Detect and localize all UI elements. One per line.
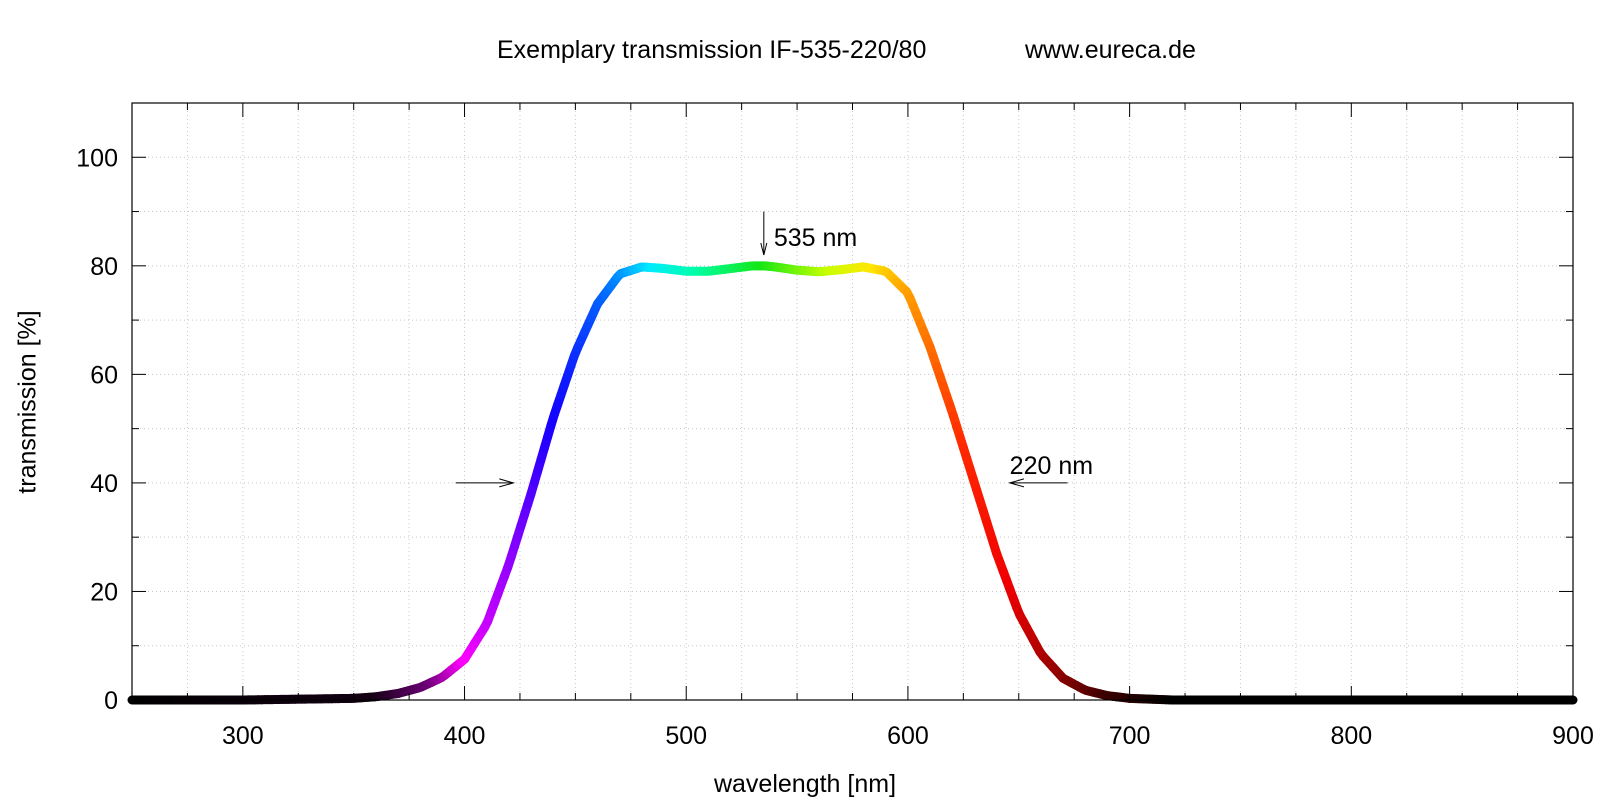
y-tick-label: 40	[90, 470, 118, 498]
y-axis-label: transmission [%]	[13, 310, 42, 494]
chart-title: Exemplary transmission IF-535-220/80	[497, 36, 927, 64]
y-tick-label: 60	[90, 361, 118, 389]
bandwidth-arrowhead-right	[1008, 478, 1025, 488]
x-tick-label: 300	[222, 722, 264, 750]
source-url: www.eureca.de	[1025, 36, 1196, 64]
x-tick-label: 400	[444, 722, 486, 750]
y-tick-label: 80	[90, 253, 118, 281]
tick-labels: 300 400 500 600 700 800 900 0 20 40 60 80 100	[76, 144, 1594, 750]
x-tick-label: 900	[1552, 722, 1594, 750]
x-tick-label: 800	[1330, 722, 1372, 750]
axis-ticks	[132, 103, 1573, 700]
x-tick-label: 700	[1109, 722, 1151, 750]
grid	[132, 103, 1573, 700]
y-tick-label: 0	[104, 687, 118, 715]
annotations: 535 nm 220 nm	[455, 211, 1093, 488]
x-axis-label: wavelength [nm]	[713, 770, 897, 798]
bandwidth-label: 220 nm	[1010, 452, 1093, 480]
center-wavelength-label: 535 nm	[774, 224, 857, 252]
bandwidth-arrowhead-left	[499, 478, 516, 488]
x-tick-label: 600	[887, 722, 929, 750]
y-tick-label: 20	[90, 578, 118, 606]
x-tick-label: 500	[665, 722, 707, 750]
y-tick-label: 100	[76, 144, 118, 172]
center-wavelength-arrowhead	[760, 242, 768, 256]
plot-frame	[131, 102, 1574, 701]
